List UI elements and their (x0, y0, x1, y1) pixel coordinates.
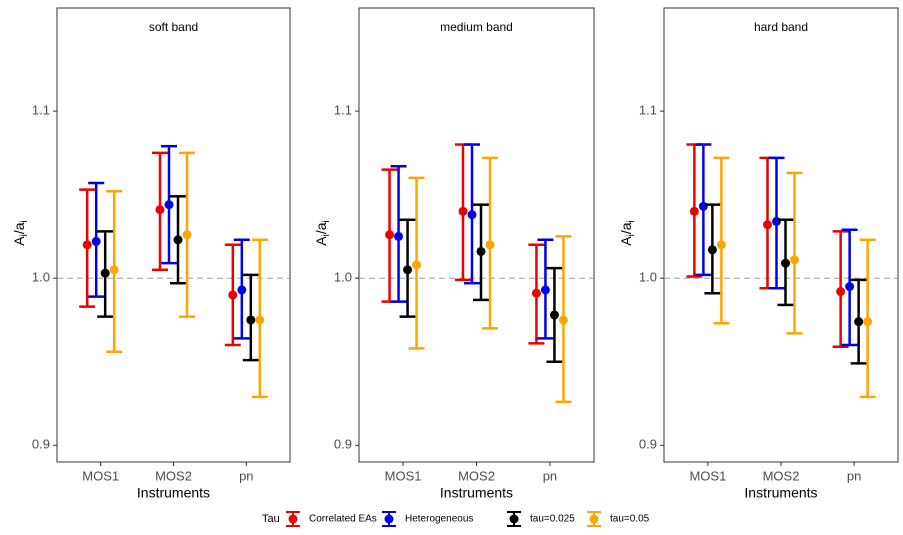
point (707, 245, 717, 255)
point (689, 206, 699, 216)
point (458, 206, 468, 216)
point (91, 236, 101, 246)
legend-label: Heterogeneous (405, 514, 473, 525)
y-tick-label: 1.1 (334, 103, 352, 118)
y-axis-title-part: A (11, 236, 27, 246)
panel (663, 7, 899, 463)
point (854, 317, 864, 327)
panel-title: medium band (440, 20, 513, 34)
panel (56, 7, 291, 463)
y-axis-title-part: i (321, 220, 332, 222)
point (237, 285, 247, 295)
panel-title: hard band (754, 20, 808, 34)
point (763, 220, 772, 230)
y-tick-label: 1.0 (639, 270, 657, 285)
y-axis-title-part: A (618, 236, 634, 246)
y-tick-label: 1.1 (639, 103, 657, 118)
point (531, 288, 541, 298)
y-axis-title: Ai/ai (618, 220, 637, 246)
point (790, 255, 799, 265)
legend-key-point (384, 514, 394, 524)
point (781, 258, 790, 268)
point (836, 287, 846, 297)
point (558, 315, 568, 325)
y-axis-title-part: i (321, 234, 332, 236)
point (228, 290, 238, 300)
y-axis-title-part: /a (313, 222, 329, 234)
y-tick-label: 0.9 (639, 437, 657, 452)
point (845, 282, 855, 292)
point (164, 200, 174, 210)
point (716, 240, 726, 250)
x-tick-label: MOS2 (155, 468, 192, 483)
point (182, 230, 192, 240)
y-tick-label: 1.0 (32, 270, 50, 285)
legend-key-point (509, 514, 519, 524)
y-tick-label: 0.9 (32, 437, 50, 452)
y-axis-title-part: i (626, 234, 637, 236)
point (394, 231, 404, 241)
x-tick-label: MOS1 (82, 468, 119, 483)
point (467, 210, 477, 220)
point (109, 265, 119, 275)
point (385, 230, 395, 240)
legend-label: tau=0.025 (530, 514, 575, 525)
x-tick-label: MOS1 (689, 468, 726, 483)
point (403, 265, 413, 275)
x-tick-label: MOS1 (385, 468, 422, 483)
x-tick-label: pn (543, 468, 557, 483)
x-tick-label: MOS2 (458, 468, 495, 483)
point (173, 235, 183, 245)
point (155, 205, 165, 215)
point (100, 268, 110, 278)
legend-label: tau=0.05 (610, 514, 650, 525)
point (246, 315, 256, 325)
y-tick-label: 1.1 (32, 103, 50, 118)
legend-title: Tau (262, 513, 280, 525)
y-axis-title-part: /a (11, 222, 27, 234)
y-axis-title-part: A (313, 236, 329, 246)
y-axis-title-part: i (19, 220, 30, 222)
point (476, 246, 486, 256)
y-axis-title: Ai/ai (11, 220, 30, 246)
y-axis-title-part: /a (618, 222, 634, 234)
y-tick-label: 1.0 (334, 270, 352, 285)
point (82, 240, 92, 250)
legend-key-point (589, 514, 599, 524)
legend-key-point (288, 514, 298, 524)
y-axis-title-part: i (626, 220, 637, 222)
panel-title: soft band (149, 20, 198, 34)
y-axis-title: Ai/ai (313, 220, 332, 246)
point (698, 201, 708, 211)
point (485, 240, 495, 250)
point (255, 315, 265, 325)
legend-label: Correlated EAs (309, 514, 377, 525)
point (412, 260, 422, 270)
y-tick-label: 0.9 (334, 437, 352, 452)
point (549, 310, 559, 320)
x-tick-label: pn (239, 468, 253, 483)
x-axis-title: Instruments (137, 485, 210, 501)
x-tick-label: pn (847, 468, 861, 483)
point (540, 285, 550, 295)
x-tick-label: MOS2 (763, 468, 800, 483)
y-axis-title-part: i (19, 234, 30, 236)
panel (358, 7, 595, 463)
point (863, 317, 873, 327)
x-axis-title: Instruments (744, 485, 817, 501)
point (772, 216, 781, 226)
x-axis-title: Instruments (440, 485, 513, 501)
